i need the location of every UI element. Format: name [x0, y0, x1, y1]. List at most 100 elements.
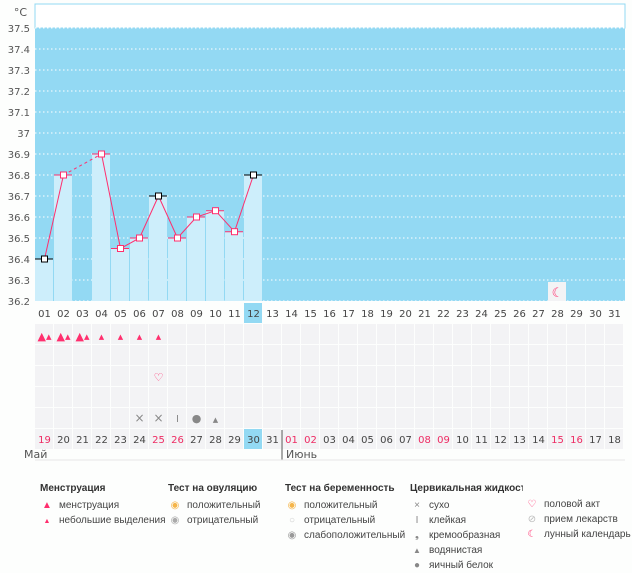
y-tick-label: 37.4 — [8, 45, 30, 56]
event-cell — [282, 345, 300, 365]
temperature-bar — [130, 238, 148, 301]
calendar-date: 22 — [95, 435, 108, 446]
temperature-bar — [149, 196, 167, 301]
date-cell — [567, 429, 585, 449]
event-cell — [358, 366, 376, 386]
y-tick-label: 37.2 — [8, 87, 30, 98]
watery-drop-icon: ▲ — [213, 416, 219, 424]
spotting-icon: ▲ — [99, 333, 105, 341]
y-tick-label: 36.3 — [8, 276, 30, 287]
event-cell — [263, 408, 281, 428]
legend-label: водянистая — [429, 545, 483, 556]
event-cell — [282, 387, 300, 407]
current-day-highlight — [244, 303, 262, 323]
event-cell — [472, 387, 490, 407]
event-cell — [605, 324, 623, 344]
legend-label: лунный календарь — [544, 529, 631, 540]
date-cell — [54, 429, 72, 449]
moon-icon: ☾ — [552, 286, 564, 301]
bbt-chart: °C 36.2 36.3 36.4 36.5 36.6 36.7 36.8 36.9 37 37.1… — [8, 3, 626, 461]
cycle-day-label: 04 — [95, 309, 108, 320]
temperature-point — [250, 171, 257, 179]
event-cell — [453, 408, 471, 428]
event-cell — [35, 366, 53, 386]
calendar-date: 16 — [570, 435, 583, 446]
event-cell — [529, 408, 547, 428]
event-cell — [491, 387, 509, 407]
event-cell — [510, 324, 528, 344]
event-cell — [73, 387, 91, 407]
event-cell — [263, 324, 281, 344]
legend-label: отрицательный — [304, 515, 376, 526]
chart-top — [34, 3, 626, 29]
event-cell — [434, 345, 452, 365]
event-cell — [586, 366, 604, 386]
event-cell — [529, 324, 547, 344]
pregnancy-negative-icon: ○ — [288, 515, 296, 526]
temperature-line — [63, 153, 102, 176]
date-cell — [73, 429, 91, 449]
event-cell — [529, 387, 547, 407]
temperature-point — [136, 234, 143, 242]
event-cell — [396, 324, 414, 344]
dry-cross-icon: × — [134, 411, 144, 425]
calendar-date: 24 — [133, 435, 146, 446]
legend-title: Тест на беременность — [285, 483, 395, 494]
legend-menstruation: Менструация ▲ менструация ▲ небольшие выде… — [40, 483, 166, 528]
month-label: Май — [24, 448, 47, 461]
y-tick-label: 36.2 — [8, 297, 30, 308]
date-cell — [263, 429, 281, 449]
event-cell — [415, 408, 433, 428]
legend-label: клейкая — [429, 515, 467, 526]
event-cell — [548, 345, 566, 365]
temperature-point — [41, 255, 48, 263]
event-cell — [472, 366, 490, 386]
event-cell — [149, 387, 167, 407]
event-cell — [415, 366, 433, 386]
event-cell — [187, 345, 205, 365]
event-cell — [472, 345, 490, 365]
event-cell — [263, 387, 281, 407]
event-cell — [586, 387, 604, 407]
event-cell — [244, 324, 262, 344]
event-cell — [377, 345, 395, 365]
event-cell — [567, 345, 585, 365]
date-cell — [301, 429, 319, 449]
legend-label: половой акт — [544, 499, 601, 510]
moon-cell — [548, 282, 566, 301]
event-cell — [453, 366, 471, 386]
event-cell — [168, 324, 186, 344]
event-cell — [206, 345, 224, 365]
spotting-icon: ▲ — [156, 333, 162, 341]
event-cell — [263, 366, 281, 386]
temperature-bar — [244, 175, 262, 301]
calendar-date: 14 — [532, 435, 545, 446]
event-cell — [586, 345, 604, 365]
event-cell — [358, 408, 376, 428]
legend-other: ♡ половой акт ⊘ прием лекарств ☾ лунный кал… — [525, 497, 632, 542]
calendar-date: 30 — [247, 435, 260, 446]
event-cell — [472, 324, 490, 344]
temperature-line — [158, 195, 178, 239]
event-cell — [472, 408, 490, 428]
event-cell — [244, 408, 262, 428]
event-cell — [149, 366, 167, 386]
event-cell — [301, 387, 319, 407]
event-cell — [377, 324, 395, 344]
event-cell — [320, 408, 338, 428]
cycle-day-label: 31 — [608, 309, 621, 320]
event-cell — [396, 345, 414, 365]
event-cell — [453, 324, 471, 344]
event-cell — [529, 366, 547, 386]
event-cell — [54, 324, 72, 344]
cycle-day-label: 10 — [209, 309, 222, 320]
legend-label: отрицательный — [187, 515, 259, 526]
date-cell — [149, 429, 167, 449]
calendar-date: 12 — [494, 435, 507, 446]
event-cell — [206, 408, 224, 428]
event-cell — [73, 324, 91, 344]
date-cell — [472, 429, 490, 449]
date-cell — [548, 429, 566, 449]
event-cell — [35, 345, 53, 365]
event-cell — [244, 345, 262, 365]
